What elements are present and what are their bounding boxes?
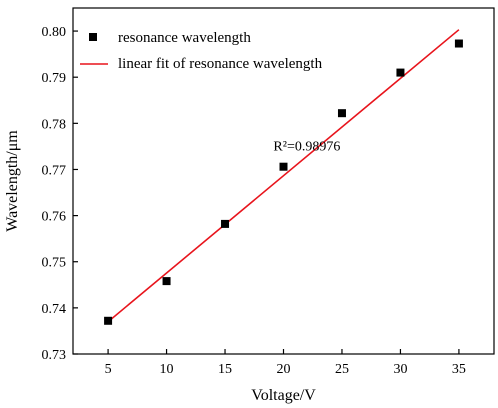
x-tick-label: 10 [160, 362, 174, 377]
data-point [221, 219, 230, 228]
fit-line [107, 29, 460, 323]
x-tick-label: 15 [218, 362, 232, 377]
x-tick-label: 20 [277, 362, 291, 377]
x-tick-label: 30 [393, 362, 407, 377]
r-squared-annotation: R²=0.98976 [273, 140, 340, 155]
x-tick-label: 25 [335, 362, 349, 377]
legend-marker-scatter [89, 33, 97, 41]
data-point [104, 316, 113, 325]
x-axis-label: Voltage/V [251, 387, 316, 404]
y-tick-label: 0.75 [42, 256, 67, 271]
y-tick-label: 0.79 [42, 71, 67, 86]
point-layer [104, 39, 463, 325]
data-point [162, 277, 171, 286]
y-tick-label: 0.73 [42, 348, 67, 363]
legend-label-line: linear fit of resonance wavelength [118, 56, 323, 72]
y-tick-label: 0.78 [42, 117, 67, 132]
data-point [279, 162, 288, 171]
data-point [337, 109, 346, 118]
data-point [454, 39, 463, 48]
y-axis-label: Wavelength/μm [4, 130, 21, 232]
y-tick-label: 0.77 [42, 163, 67, 178]
legend: resonance wavelength linear fit of reson… [80, 30, 323, 72]
y-tick-label: 0.76 [42, 210, 67, 225]
data-point [396, 68, 405, 77]
x-axis-ticks: 5 10 15 20 25 30 35 [105, 349, 466, 377]
y-axis-ticks: 0.73 0.74 0.75 0.76 0.77 0.78 0.79 0.80 [42, 25, 78, 363]
annotation-layer: R²=0.98976 [273, 140, 340, 155]
x-tick-label: 35 [452, 362, 466, 377]
y-tick-label: 0.80 [42, 25, 67, 40]
x-tick-label: 5 [105, 362, 112, 377]
legend-label-scatter: resonance wavelength [118, 30, 251, 46]
fit-layer [107, 29, 460, 323]
y-tick-label: 0.74 [42, 302, 67, 317]
